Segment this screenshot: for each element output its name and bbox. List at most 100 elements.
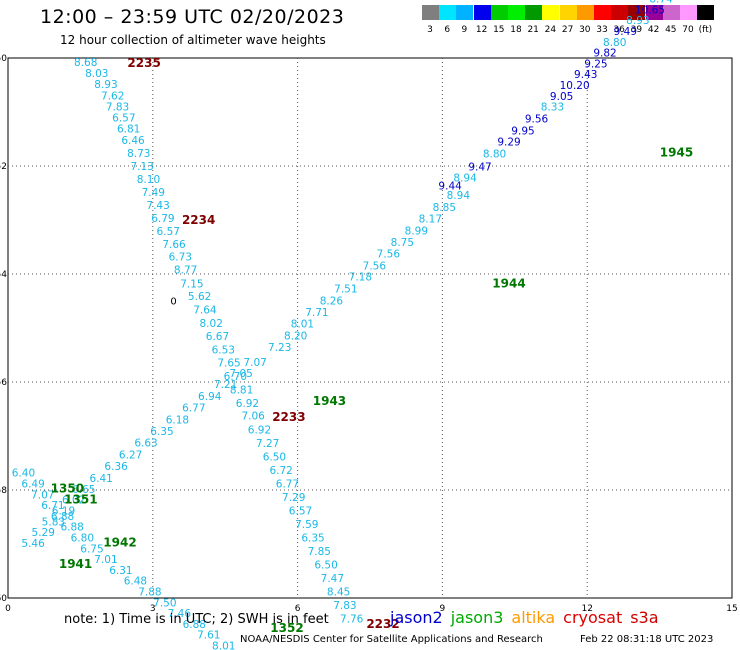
legend-label: 45 (665, 25, 677, 35)
wave-height-label: 8.02 (200, 318, 223, 330)
plot-frame (7, 57, 733, 599)
footnote: note: 1) Time is in UTC; 2) SWH is in fe… (64, 612, 329, 627)
satellite-s3a: s3a (630, 608, 659, 627)
wave-height-label: 6.49 (21, 479, 44, 491)
wave-height-label: 7.43 (146, 200, 169, 212)
wave-height-label: 9.82 (593, 48, 616, 60)
credit-line: NOAA/NESDIS Center for Satellite Applica… (240, 634, 543, 645)
wave-height-label: 8.68 (74, 57, 97, 69)
wave-height-label: 7.50 (153, 597, 176, 609)
legend-swatch (422, 5, 439, 20)
pass-time-label: 2232 (366, 617, 399, 631)
wave-height-label: 7.56 (377, 248, 401, 260)
pass-time-label: 1352 (270, 621, 303, 635)
wave-height-label: 7.71 (305, 307, 328, 319)
pass-time-label: 2235 (127, 56, 160, 70)
y-tick-label: -60 (0, 594, 7, 604)
legend-swatch (508, 5, 525, 20)
wave-height-label: 6.02 (62, 495, 85, 507)
wave-height-label: 6.73 (169, 252, 192, 264)
legend-label: 30 (579, 25, 591, 35)
satellite-jason2: jason2 (390, 608, 443, 627)
wave-height-label: 6.80 (71, 533, 94, 545)
wave-height-label: 5.46 (21, 538, 45, 550)
wave-height-label: 6.88 (60, 522, 83, 534)
wave-height-label: 6.57 (157, 226, 180, 238)
wave-height-label: 6.72 (269, 465, 292, 477)
y-tick-label: -52 (0, 162, 7, 172)
wave-height-label: 8.75 (391, 237, 414, 249)
wave-height-label: 7.47 (321, 573, 344, 585)
pass-time-label: 1351 (64, 493, 97, 507)
wave-height-label: 7.29 (282, 492, 305, 504)
pass-time-label: 2234 (182, 213, 215, 227)
wave-height-label: 7.07 (31, 489, 54, 501)
wave-height-label: 6.94 (198, 391, 222, 403)
wave-height-label: 7.27 (256, 438, 279, 450)
wave-height-label: 7.01 (94, 554, 117, 566)
wave-height-label: 6.53 (212, 345, 235, 357)
legend-label: 12 (475, 25, 488, 35)
wave-height-label: 6.18 (166, 414, 189, 426)
legend-swatch (576, 5, 594, 20)
legend-swatch (456, 5, 474, 20)
wave-height-label: 7.15 (180, 279, 203, 291)
wave-height-label: 6.48 (124, 576, 147, 588)
wave-height-label: 7.61 (197, 630, 220, 642)
wave-height-label: 7.07 (243, 357, 266, 369)
pass-time-label: 1350 (51, 481, 84, 495)
wave-height-label: 8.80 (483, 149, 506, 161)
wave-height-label: 7.66 (162, 239, 186, 251)
page-title: 12:00 – 23:59 UTC 02/20/2023 (40, 6, 345, 28)
wave-height-label: 7.88 (138, 587, 161, 599)
legend-swatch (439, 5, 457, 20)
satellite-legend: jason2 jason3 altika cryosat s3a (390, 608, 667, 627)
legend-label: 70 (682, 25, 694, 35)
wave-height-label: 8.85 (433, 202, 456, 214)
legend-label: 24 (544, 25, 557, 35)
wave-height-label: 6.88 (51, 511, 74, 523)
wave-height-label: 6.35 (301, 533, 324, 545)
wave-height-label: 7.64 (193, 305, 217, 317)
y-tick-label: -50 (0, 54, 7, 64)
wave-height-label: 6.77 (276, 479, 299, 491)
wave-height-label: 10.65 (635, 4, 665, 16)
wave-height-label: 7.56 (363, 260, 387, 272)
wave-height-label: 6.92 (248, 425, 271, 437)
x-tick-label: 12 (581, 604, 592, 614)
wave-height-label: 7.85 (308, 546, 331, 558)
timestamp: Feb 22 08:31:18 UTC 2023 (580, 634, 714, 645)
wave-height-label: 7.23 (268, 342, 291, 354)
legend-label: 9 (461, 25, 468, 35)
legend-swatch (697, 5, 715, 20)
wave-height-label: 8.10 (137, 174, 160, 186)
wave-height-label: 7.06 (241, 410, 265, 422)
wave-height-label: 6.70 (224, 371, 247, 383)
wave-height-label: 8.93 (94, 79, 117, 91)
wave-height-label: 6.81 (117, 124, 140, 136)
wave-height-label: 8.26 (320, 295, 344, 307)
legend-swatch (594, 5, 611, 20)
satellite-jason3: jason3 (450, 608, 504, 627)
wave-height-label: 8.03 (85, 68, 108, 80)
legend-swatch (473, 5, 491, 20)
legend-swatch (525, 5, 543, 20)
wave-height-label: 6.79 (151, 213, 174, 225)
wave-height-label: 7.65 (217, 358, 240, 370)
wave-height-label: 6.88 (183, 619, 206, 631)
wave-height-label: 8.93 (626, 15, 649, 27)
wave-height-label: 6.27 (119, 449, 142, 461)
wave-height-label: 9.29 (497, 137, 520, 149)
wave-height-label: 5.62 (188, 291, 211, 303)
wave-height-label: 6.71 (41, 500, 64, 512)
wave-height-label: 7.83 (106, 102, 129, 114)
pass-time-label: 1944 (492, 277, 525, 291)
satellite-cryosat: cryosat (563, 608, 623, 627)
wave-height-label: 8.01 (212, 641, 235, 650)
wave-height-label: 6.50 (314, 560, 337, 572)
wave-height-label: 8.94 (447, 190, 471, 202)
wave-height-label: 6.57 (112, 112, 135, 124)
wave-height-label: 6.63 (134, 437, 157, 449)
legend-label: 18 (510, 25, 522, 35)
wave-height-label: 9.25 (584, 58, 607, 70)
